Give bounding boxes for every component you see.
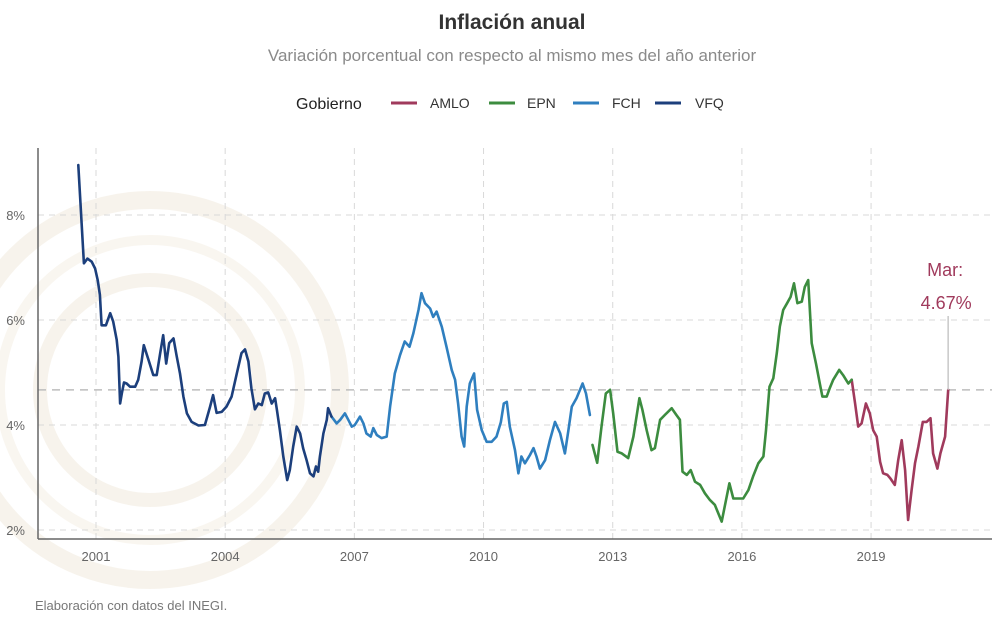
series-lines	[77, 163, 950, 523]
legend-label-fch: FCH	[612, 95, 641, 111]
legend-label-amlo: AMLO	[430, 95, 470, 111]
source-caption: Elaboración con datos del INEGI.	[35, 598, 227, 613]
series-line-epn	[591, 278, 853, 523]
x-tick-label: 2010	[469, 549, 498, 564]
y-axis-ticks: 2% 4% 6% 8%	[6, 208, 25, 538]
x-axis-ticks: 2001 2004 2007 2010 2013 2016 2019	[82, 549, 886, 564]
x-tick-label: 2007	[340, 549, 369, 564]
x-tick-label: 2013	[598, 549, 627, 564]
y-tick-label: 2%	[6, 523, 25, 538]
chart-subtitle: Variación porcentual con respecto al mis…	[268, 46, 757, 65]
y-tick-label: 6%	[6, 313, 25, 328]
y-tick-label: 4%	[6, 418, 25, 433]
series-line-fch	[330, 291, 592, 475]
series-line-amlo	[850, 378, 950, 522]
legend-title: Gobierno	[296, 96, 362, 113]
annotation-label-month: Mar:	[927, 260, 963, 280]
y-tick-label: 8%	[6, 208, 25, 223]
legend-label-epn: EPN	[527, 95, 556, 111]
x-tick-label: 2019	[857, 549, 886, 564]
x-tick-label: 2001	[82, 549, 111, 564]
annotation-label-value: 4.67%	[921, 293, 972, 313]
chart-title: Inflación anual	[438, 11, 585, 34]
x-tick-label: 2016	[727, 549, 756, 564]
x-tick-label: 2004	[211, 549, 240, 564]
legend-label-vfq: VFQ	[695, 95, 724, 111]
series-line-vfq	[77, 163, 333, 482]
legend: Gobierno AMLO EPN FCH VFQ	[296, 95, 724, 113]
